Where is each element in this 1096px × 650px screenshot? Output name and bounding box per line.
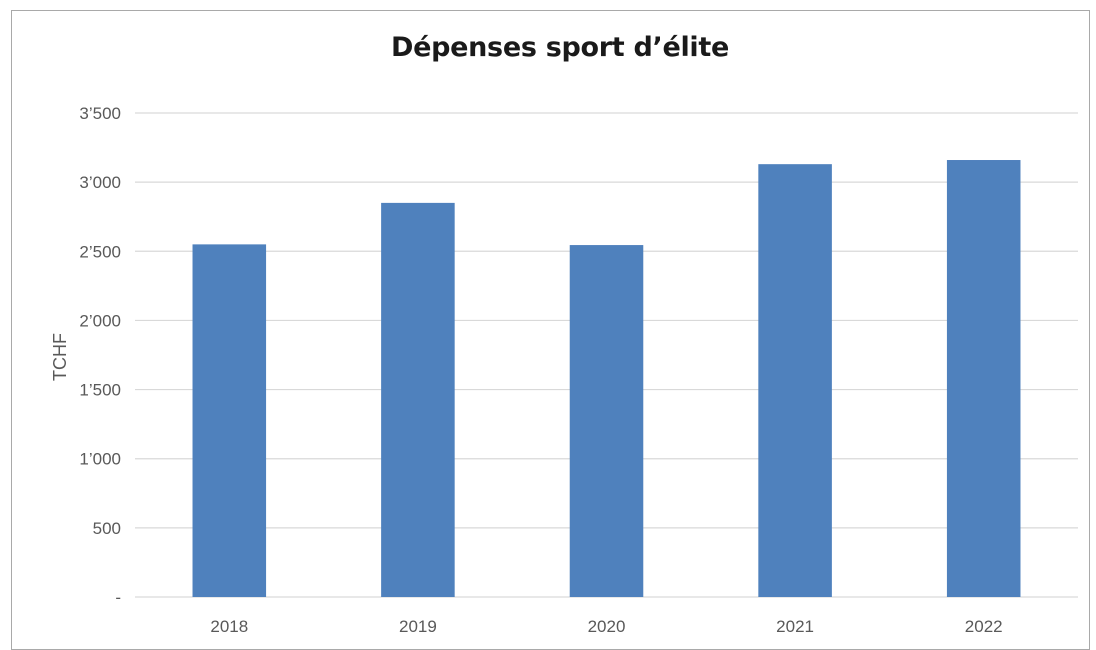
y-axis-title: TCHF xyxy=(50,333,70,381)
y-tick-label: - xyxy=(115,588,121,607)
y-tick-label: 3’500 xyxy=(79,104,121,123)
bar-2019 xyxy=(381,202,455,597)
x-tick-label: 2018 xyxy=(210,617,248,636)
x-tick-label: 2021 xyxy=(776,617,814,636)
x-tick-label: 2020 xyxy=(588,617,626,636)
y-tick-label: 500 xyxy=(93,519,121,538)
x-tick-label: 2019 xyxy=(399,617,437,636)
bars xyxy=(192,160,1021,597)
bar-2020 xyxy=(569,245,644,597)
y-tick-label: 1’500 xyxy=(79,381,121,400)
y-tick-labels: - 500 1’000 1’500 2’000 2’500 3’000 3’500 xyxy=(79,104,121,607)
x-tick-label: 2022 xyxy=(965,617,1003,636)
x-tick-labels: 2018 2019 2020 2021 2022 xyxy=(210,617,1002,636)
y-tick-label: 2’000 xyxy=(79,311,121,330)
chart-title: Dépenses sport d’élite xyxy=(390,32,730,63)
bar-2018 xyxy=(192,244,267,597)
y-tick-label: 3’000 xyxy=(79,173,121,192)
chart-frame xyxy=(11,10,1090,650)
bar-2022 xyxy=(946,160,1021,597)
y-tick-label: 1’000 xyxy=(79,450,121,469)
y-tick-label: 2’500 xyxy=(79,242,121,261)
bar-2021 xyxy=(758,164,832,597)
